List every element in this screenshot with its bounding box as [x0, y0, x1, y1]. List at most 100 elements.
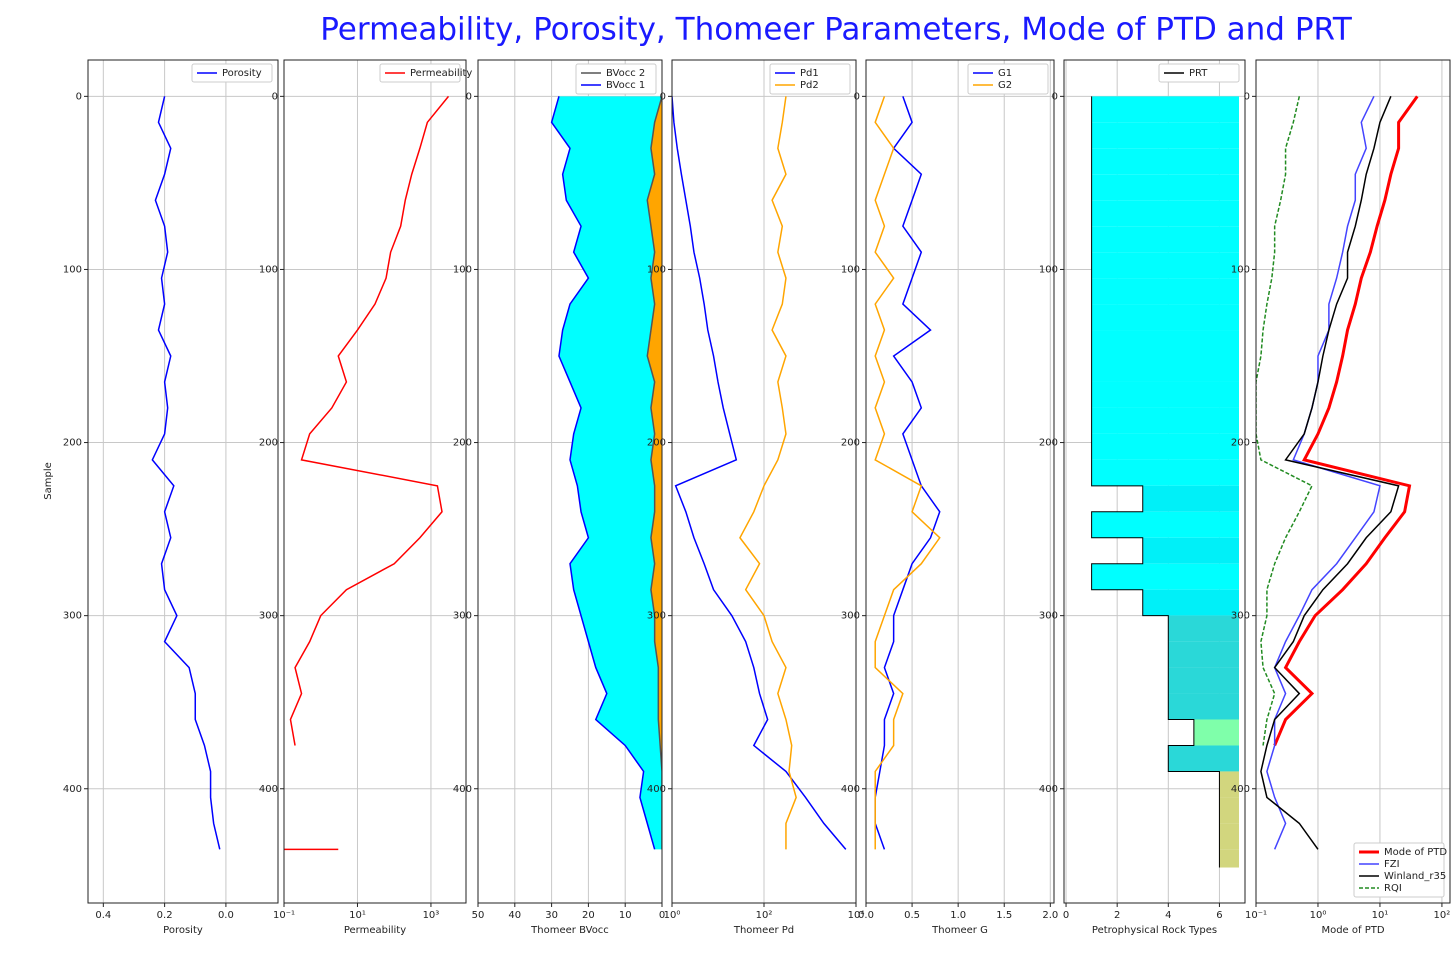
- x-axis-label: Thomeer BVocc: [530, 925, 609, 936]
- y-tick-label: 0: [1244, 91, 1250, 102]
- legend-box: [967, 63, 1049, 95]
- legend-label: BVocc 2: [606, 68, 645, 79]
- legend-label: Winland_r35: [1384, 871, 1446, 882]
- legend-label: PRT: [1189, 68, 1208, 79]
- y-tick-label: 100: [841, 264, 860, 275]
- x-tick-label: 0.4: [95, 910, 111, 921]
- x-tick-label: 10⁰: [1310, 910, 1327, 921]
- y-tick-label: 400: [841, 784, 860, 795]
- x-tick-label: 40: [508, 910, 521, 921]
- legend-box: [1158, 63, 1240, 83]
- y-tick-label: 200: [841, 438, 860, 449]
- data-line: [1260, 96, 1400, 850]
- legend-label: RQI: [1384, 883, 1402, 894]
- axes-frame: [477, 59, 663, 904]
- data-line: [151, 96, 221, 850]
- x-tick-label: 30: [545, 910, 558, 921]
- y-tick-label: 300: [1039, 611, 1058, 622]
- x-axis-label: Permeability: [344, 925, 406, 936]
- legend-box: [769, 63, 851, 95]
- panel: [284, 60, 466, 903]
- y-tick-label: 100: [453, 264, 472, 275]
- y-tick-label: 0: [272, 91, 278, 102]
- legend-label: G2: [998, 80, 1012, 91]
- y-tick-label: 300: [841, 611, 860, 622]
- y-tick-label: 200: [259, 438, 278, 449]
- x-tick-label: 10¹: [349, 910, 366, 921]
- rock-type-fill: [1091, 433, 1239, 460]
- rock-type-fill: [1091, 330, 1239, 357]
- rock-type-fill: [1091, 96, 1239, 123]
- y-tick-label: 400: [259, 784, 278, 795]
- rock-type-fill: [1168, 745, 1239, 772]
- y-tick-label: 400: [1231, 784, 1250, 795]
- rock-type-fill: [1091, 148, 1239, 175]
- rock-type-fill: [1091, 252, 1239, 279]
- rock-type-fill: [1168, 693, 1239, 720]
- y-tick-label: 0: [660, 91, 666, 102]
- data-line: [1256, 96, 1313, 746]
- legend-label: G1: [998, 68, 1012, 79]
- y-tick-label: 300: [647, 611, 666, 622]
- x-tick-label: 10⁻¹: [273, 910, 295, 921]
- panel: [88, 60, 278, 903]
- y-tick-label: 100: [259, 264, 278, 275]
- rock-type-fill: [1168, 615, 1239, 642]
- data-line: [1091, 96, 1220, 868]
- legend-box: [191, 63, 273, 83]
- rock-type-fill: [1219, 849, 1239, 868]
- legend-label: FZI: [1384, 859, 1400, 870]
- panel: [478, 60, 662, 903]
- chart-title: Permeability, Porosity, Thomeer Paramete…: [320, 12, 1353, 48]
- data-line: [874, 96, 941, 850]
- rock-type-fill: [1091, 174, 1239, 201]
- panel: [866, 60, 1054, 903]
- legend-box: [379, 63, 461, 83]
- y-tick-label: 300: [1231, 611, 1250, 622]
- y-tick-label: 0: [1052, 91, 1058, 102]
- area-fill: [647, 96, 662, 850]
- x-axis-label: Petrophysical Rock Types: [1092, 925, 1217, 936]
- x-tick-label: 10²: [1434, 910, 1451, 921]
- data-line: [289, 95, 450, 746]
- rock-type-fill: [1142, 537, 1239, 564]
- axes-frame: [671, 59, 857, 904]
- rock-type-fill: [1193, 719, 1239, 746]
- legend-box: [575, 63, 657, 95]
- x-tick-label: 0.2: [157, 910, 173, 921]
- x-tick-label: 10⁰: [664, 910, 681, 921]
- data-line: [1266, 96, 1381, 850]
- x-tick-label: 10²: [756, 910, 773, 921]
- data-line: [739, 96, 797, 850]
- rock-type-fill: [1091, 278, 1239, 305]
- legend-label: Mode of PTD: [1384, 847, 1447, 858]
- legend-label: BVocc 1: [606, 80, 645, 91]
- y-tick-label: 300: [63, 611, 82, 622]
- rock-type-fill: [1091, 122, 1239, 149]
- rock-type-fill: [1091, 459, 1239, 486]
- panel: [1064, 60, 1245, 903]
- rock-type-fill: [1091, 304, 1239, 331]
- legend-label: Pd2: [800, 80, 819, 91]
- y-tick-label: 400: [63, 784, 82, 795]
- axes-frame: [1063, 59, 1246, 904]
- x-axis-label: Thomeer G: [931, 925, 988, 936]
- x-tick-label: 1.5: [996, 910, 1012, 921]
- y-tick-label: 200: [63, 438, 82, 449]
- y-tick-label: 100: [63, 264, 82, 275]
- y-tick-label: 0: [854, 91, 860, 102]
- x-tick-label: 10³: [423, 910, 440, 921]
- x-tick-label: 0.0: [858, 910, 874, 921]
- rock-type-fill: [1168, 667, 1239, 694]
- y-tick-label: 200: [1039, 438, 1058, 449]
- x-tick-label: 2: [1114, 910, 1120, 921]
- x-tick-label: 10: [619, 910, 632, 921]
- data-line: [874, 96, 941, 850]
- legend-box: [1353, 842, 1445, 898]
- y-tick-label: 300: [453, 611, 472, 622]
- y-tick-label: 400: [453, 784, 472, 795]
- data-line: [550, 96, 656, 850]
- rock-type-fill: [1091, 381, 1239, 408]
- y-tick-label: 400: [1039, 784, 1058, 795]
